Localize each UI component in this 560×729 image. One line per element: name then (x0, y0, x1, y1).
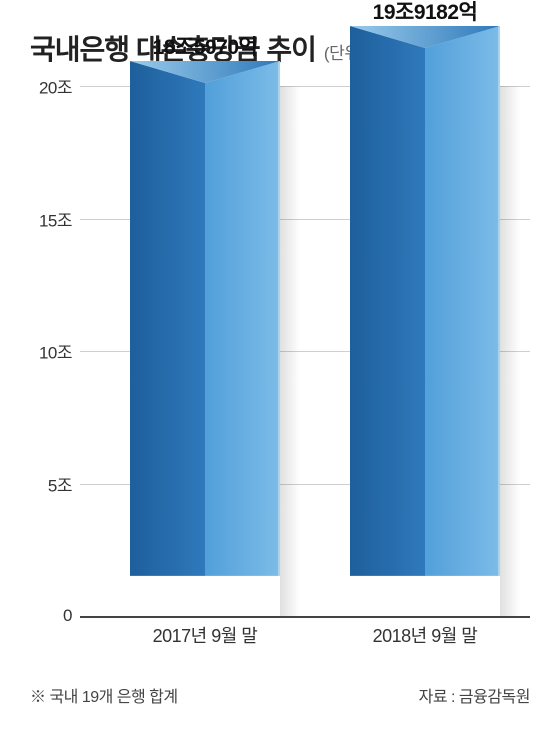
source: 자료 : 금융감독원 (419, 683, 530, 707)
x-tick-label: 2017년 9월 말 (130, 622, 280, 648)
chart-area: 18조5970억19조9182억 05조10조15조20조 2017년 9월 말… (30, 86, 530, 656)
chart-container: 국내은행 대손충당금 추이 (단위 : 원) 18조5970억19조9182억 … (0, 0, 560, 729)
bar-shape (130, 61, 280, 576)
bar: 18조5970억 (130, 83, 280, 576)
y-tick-label: 15조 (30, 206, 72, 231)
grid-line (80, 616, 530, 618)
footnote: ※ 국내 19개 은행 합계 (30, 683, 178, 707)
y-tick-label: 5조 (30, 471, 72, 496)
y-tick-label: 0 (30, 606, 72, 626)
plot-region: 18조5970억19조9182억 (80, 86, 530, 616)
bar-value-label: 19조9182억 (350, 0, 500, 26)
footer: ※ 국내 19개 은행 합계 자료 : 금융감독원 (30, 683, 530, 707)
y-tick-label: 20조 (30, 74, 72, 99)
x-tick-label: 2018년 9월 말 (350, 622, 500, 648)
bar-shape (350, 26, 500, 576)
bar: 19조9182억 (350, 48, 500, 576)
y-tick-label: 10조 (30, 339, 72, 364)
bar-value-label: 18조5970억 (130, 31, 280, 61)
